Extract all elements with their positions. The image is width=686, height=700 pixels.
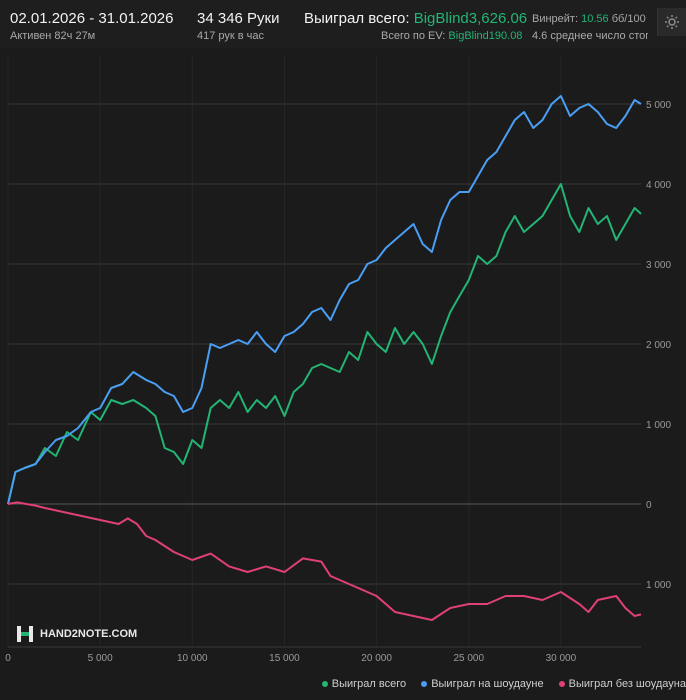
winrate-value: 10.56 <box>581 13 609 25</box>
x-tick-label: 5 000 <box>88 653 113 664</box>
h2n-logo-text: HAND2NOTE.COM <box>40 628 138 640</box>
won-total: Выиграл всего: BigBlind3,626.06 <box>304 10 527 27</box>
h2n-logo: HAND2NOTE.COM <box>16 625 137 643</box>
hands-per-hour: 417 рук в час <box>197 30 265 42</box>
ev-total-value: BigBlind190.08 <box>448 30 523 42</box>
y-tick-label: 1 000 <box>646 420 671 431</box>
date-range[interactable]: 02.01.2026 - 31.01.2026 <box>10 10 174 27</box>
series-total-line <box>7 183 642 505</box>
chart-legend: Выиграл всего Выиграл на шоудауне Выигра… <box>310 678 686 690</box>
y-tick-label: 5 000 <box>646 100 671 111</box>
header-bar: 02.01.2026 - 31.01.2026 Активен 82ч 27м … <box>0 0 686 48</box>
gear-icon <box>665 15 679 29</box>
legend-dot-showdown <box>421 681 428 688</box>
grid-layer <box>7 56 641 646</box>
series-showdown-line <box>7 95 642 505</box>
legend-item-total[interactable]: Выиграл всего <box>321 678 407 690</box>
legend-dot-nonshowdown <box>558 681 565 688</box>
axis-layer: 0 5 000 10 000 15 000 20 000 25 000 30 000 5 00… <box>5 100 671 664</box>
legend-label-nonshowdown: Выиграл без шоудауна <box>568 678 686 690</box>
won-total-label: Выиграл всего: <box>304 10 410 27</box>
y-tick-label: 0 <box>646 500 652 511</box>
y-tick-label: 2 000 <box>646 340 671 351</box>
active-time: Активен 82ч 27м <box>10 30 96 42</box>
winrate-label: Винрейт: <box>532 13 579 25</box>
series-nonshowdown-line <box>7 501 642 621</box>
x-tick-label: 10 000 <box>177 653 208 664</box>
legend-item-nonshowdown[interactable]: Выиграл без шоудауна <box>558 678 686 690</box>
ev-total-label: Всего по EV: <box>381 30 446 42</box>
y-tick-label: 4 000 <box>646 180 671 191</box>
h2n-logo-icon <box>17 626 33 642</box>
settings-button[interactable] <box>657 8 686 36</box>
legend-label-total: Выиграл всего <box>331 678 407 690</box>
legend-item-showdown[interactable]: Выиграл на шоудауне <box>421 678 544 690</box>
x-tick-label: 15 000 <box>269 653 300 664</box>
stack-avg: 4.6 среднее число стопок <box>532 30 648 42</box>
legend-label-showdown: Выиграл на шоудауне <box>431 678 544 690</box>
legend-dot-total <box>321 681 328 688</box>
y-tick-label: 3 000 <box>646 260 671 271</box>
series-layer <box>7 95 642 621</box>
x-tick-label: 0 <box>5 653 11 664</box>
x-tick-label: 30 000 <box>546 653 577 664</box>
y-tick-label: 1 000 <box>646 580 671 591</box>
won-total-value: BigBlind3,626.06 <box>413 10 528 27</box>
x-tick-label: 20 000 <box>361 653 392 664</box>
ev-total: Всего по EV: BigBlind190.08 <box>381 30 522 42</box>
winrate-unit: бб/100 <box>611 13 646 25</box>
hands-count: 34 346 Руки <box>197 10 280 27</box>
winrate: Винрейт: 10.56 бб/100 <box>532 13 648 27</box>
x-tick-label: 25 000 <box>453 653 484 664</box>
